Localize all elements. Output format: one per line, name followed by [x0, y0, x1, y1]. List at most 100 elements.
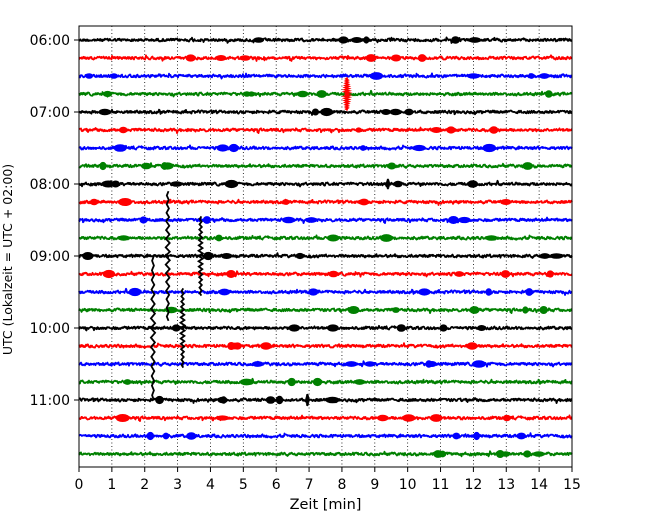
y-tick-label: 11:00 — [30, 393, 70, 409]
trace-burst — [528, 73, 535, 79]
trace-burst — [99, 161, 107, 171]
trace-burst — [357, 199, 369, 205]
trace-line — [78, 72, 573, 80]
trace-burst — [365, 54, 377, 62]
trace-burst — [387, 162, 397, 170]
trace-burst — [253, 37, 265, 43]
trace-burst — [128, 287, 142, 297]
trace-burst — [312, 377, 323, 387]
trace-burst — [369, 72, 384, 80]
x-tick-label: 11 — [432, 477, 450, 493]
trace-burst — [485, 235, 498, 241]
trace-burst — [500, 270, 511, 278]
event-spike — [149, 255, 157, 401]
trace-line — [78, 270, 573, 278]
trace-burst — [452, 432, 461, 440]
trace-burst — [297, 90, 309, 98]
event-spike — [305, 393, 310, 407]
trace-burst — [430, 126, 442, 134]
x-tick-label: 14 — [530, 477, 548, 493]
trace-burst — [311, 108, 320, 116]
trace-burst — [215, 55, 227, 61]
trace-burst — [85, 73, 94, 79]
y-axis-ticks: 06:00 07:00 08:00 09:00 10:00 11:00 — [30, 33, 79, 409]
trace-burst — [239, 55, 251, 61]
x-tick-label: 6 — [272, 477, 281, 493]
trace-burst — [355, 127, 362, 133]
trace-burst — [466, 73, 481, 79]
trace-burst — [146, 431, 155, 441]
x-tick-label: 0 — [75, 477, 84, 493]
trace-burst — [539, 306, 548, 314]
trace-burst — [228, 143, 239, 153]
trace-burst — [305, 217, 318, 223]
x-tick-label: 4 — [206, 477, 215, 493]
trace-burst — [89, 198, 99, 206]
grid-lines — [111, 26, 540, 467]
trace-burst — [495, 449, 505, 459]
trace-burst — [82, 251, 94, 261]
y-tick-label: 08:00 — [30, 177, 70, 193]
trace-burst — [458, 216, 471, 224]
trace-line — [78, 307, 573, 315]
event-spike — [178, 287, 187, 369]
trace-burst — [243, 91, 251, 97]
trace-burst — [162, 432, 170, 440]
trace-burst — [215, 415, 230, 421]
trace-burst — [110, 73, 118, 79]
trace-burst — [171, 324, 181, 332]
trace-burst — [389, 108, 402, 116]
trace-line — [78, 324, 573, 332]
trace-burst — [404, 108, 414, 116]
trace-burst — [308, 288, 319, 296]
trace-burst — [117, 235, 130, 241]
trace-burst — [359, 145, 367, 151]
trace-burst — [202, 216, 212, 224]
trace-burst — [544, 90, 553, 98]
trace-burst — [516, 432, 527, 440]
trace-burst — [549, 253, 564, 259]
trace-burst — [418, 288, 431, 296]
x-tick-label: 12 — [464, 477, 482, 493]
trace-line — [78, 234, 573, 241]
trace-burst — [472, 360, 486, 368]
trace-burst — [239, 378, 254, 386]
trace-burst — [113, 144, 127, 152]
trace-burst — [412, 144, 426, 152]
event-spikes — [149, 77, 391, 407]
trace-burst — [364, 361, 376, 367]
trace-burst — [115, 414, 130, 422]
trace-burst — [446, 126, 456, 134]
trace-burst — [111, 180, 120, 188]
trace-burst — [476, 325, 487, 331]
y-tick-label: 06:00 — [30, 33, 70, 49]
trace-burst — [327, 324, 339, 332]
trace-burst — [489, 126, 499, 134]
trace-burst — [320, 107, 334, 117]
trace-line — [78, 162, 573, 169]
trace-burst — [220, 253, 233, 259]
trace-burst — [316, 90, 327, 98]
trace-burst — [469, 306, 480, 314]
trace-burst — [465, 343, 479, 349]
trace-line — [78, 252, 573, 259]
trace-burst — [102, 90, 113, 98]
trace-burst — [141, 162, 152, 170]
trace-burst — [155, 395, 164, 405]
trace-burst — [102, 269, 116, 279]
trace-burst — [482, 143, 497, 153]
trace-burst — [217, 396, 228, 404]
trace-burst — [101, 180, 116, 188]
trace-burst — [402, 414, 416, 422]
trace-burst — [123, 379, 132, 385]
trace-line — [78, 360, 573, 368]
trace-burst — [224, 179, 239, 189]
trace-burst — [454, 271, 464, 277]
trace-burst — [390, 54, 402, 62]
trace-burst — [430, 414, 443, 422]
trace-burst — [539, 253, 551, 259]
y-tick-label: 07:00 — [30, 105, 70, 121]
trace-burst — [350, 37, 363, 43]
event-spike — [196, 215, 205, 297]
